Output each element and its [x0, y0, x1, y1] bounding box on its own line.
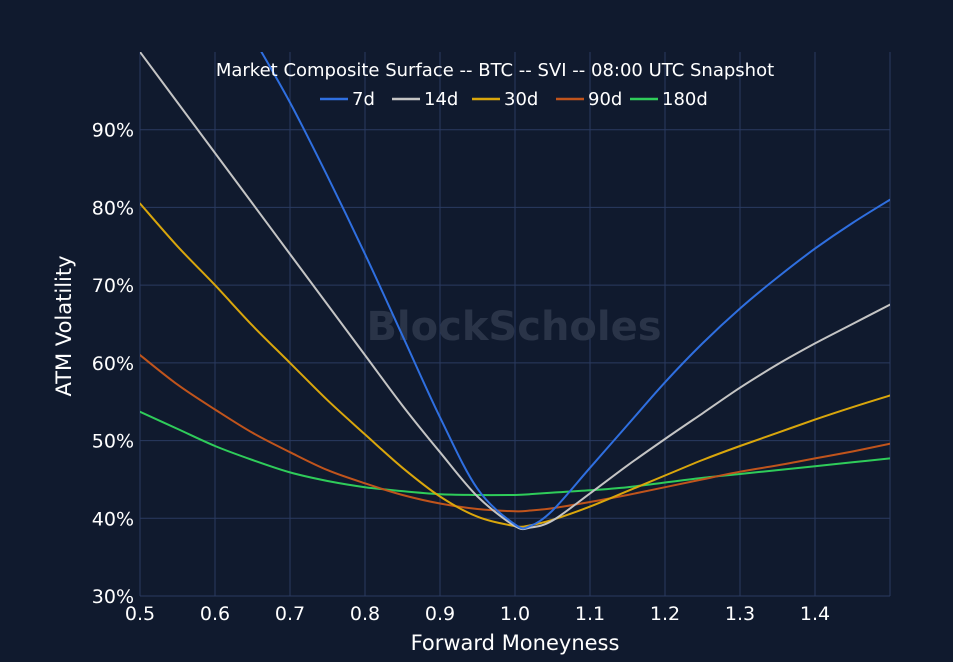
- legend-label: 90d: [588, 89, 622, 110]
- series-line-90d: [140, 354, 890, 513]
- y-tick-label: 50%: [92, 431, 134, 453]
- series-line-180d: [140, 410, 890, 497]
- y-axis-ticks: 30% 40% 50% 60% 70% 80% 90%: [92, 120, 134, 608]
- x-tick-label: 1.2: [650, 603, 680, 625]
- y-tick-label: 40%: [92, 508, 134, 530]
- legend-item-180d[interactable]: 180d: [630, 89, 708, 110]
- legend-label: 14d: [424, 89, 458, 110]
- legend[interactable]: 7d 14d 30d 90d 180d: [320, 89, 708, 110]
- series-lines: [140, 52, 890, 531]
- legend-item-90d[interactable]: 90d: [556, 89, 622, 110]
- y-tick-label: 30%: [92, 586, 134, 608]
- legend-label: 180d: [662, 89, 708, 110]
- y-tick-label: 60%: [92, 353, 134, 375]
- legend-label: 30d: [504, 89, 538, 110]
- x-axis-ticks: 0.5 0.6 0.7 0.8 0.9 1.0 1.1 1.2 1.3 1.4: [125, 603, 830, 625]
- x-tick-label: 1.3: [725, 603, 755, 625]
- x-tick-label: 1.1: [575, 603, 605, 625]
- x-axis-title: Forward Moneyness: [411, 631, 620, 655]
- x-tick-label: 0.8: [350, 603, 380, 625]
- y-axis-title: ATM Volatility: [52, 255, 76, 396]
- x-tick-label: 0.5: [125, 603, 155, 625]
- series-line-30d: [140, 202, 890, 528]
- chart-title: Market Composite Surface -- BTC -- SVI -…: [216, 60, 774, 81]
- legend-label: 7d: [352, 89, 375, 110]
- y-tick-label: 90%: [92, 120, 134, 142]
- x-tick-label: 1.4: [800, 603, 830, 625]
- x-tick-label: 0.7: [275, 603, 305, 625]
- grid: [139, 52, 891, 597]
- x-tick-label: 1.0: [500, 603, 530, 625]
- x-tick-label: 0.6: [200, 603, 230, 625]
- watermark-text: BlockScholes: [366, 304, 661, 350]
- legend-item-7d[interactable]: 7d: [320, 89, 375, 110]
- legend-item-30d[interactable]: 30d: [472, 89, 538, 110]
- y-tick-label: 80%: [92, 197, 134, 219]
- x-tick-label: 0.9: [425, 603, 455, 625]
- series-line-7d: [260, 52, 890, 530]
- y-tick-label: 70%: [92, 275, 134, 297]
- legend-item-14d[interactable]: 14d: [392, 89, 458, 110]
